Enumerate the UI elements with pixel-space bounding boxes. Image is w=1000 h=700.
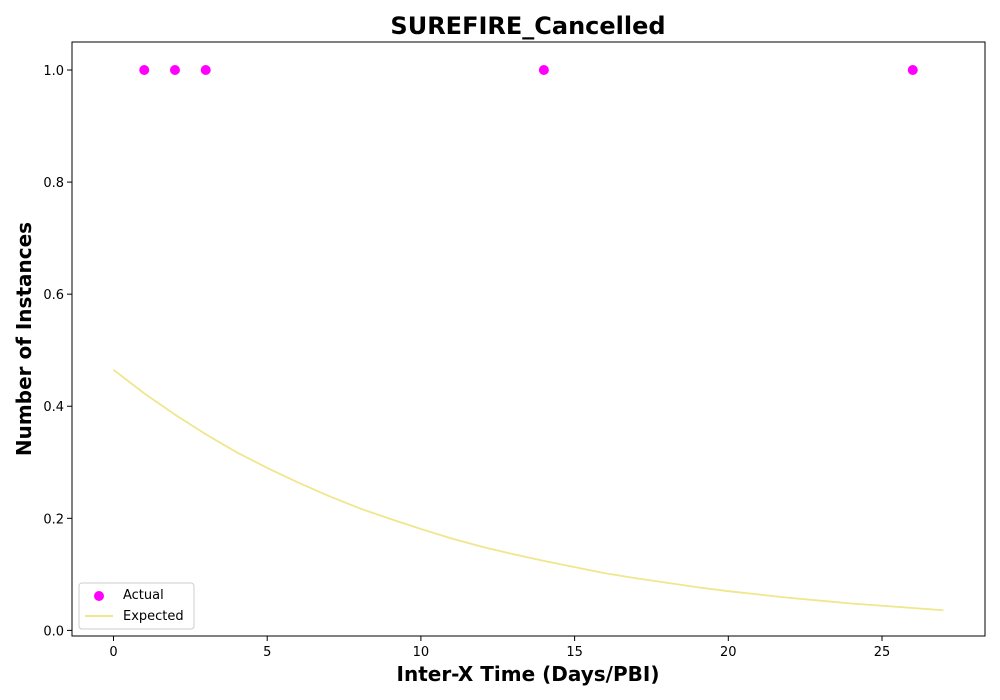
plot-frame [71,41,986,637]
legend: Actual Expected [78,582,195,630]
actual-point [538,65,549,76]
actual-point [200,65,211,76]
x-tick-label: 0 [109,645,117,660]
plot-area [112,65,944,612]
y-tick-label: 0.6 [43,288,64,303]
x-tick-label: 10 [413,645,430,660]
y-tick-label: 0.8 [43,176,64,191]
y-tick-label: 1.0 [43,64,64,79]
y-axis: 0.0 0.2 0.4 0.6 0.8 1.0 [43,64,72,639]
x-axis-label: Inter-X Time (Days/PBI) [397,662,660,686]
legend-expected-label: Expected [123,609,184,624]
x-tick-label: 20 [720,645,737,660]
chart-title: SUREFIRE_Cancelled [390,12,665,40]
y-tick-label: 0.2 [43,512,64,527]
y-tick-label: 0.0 [43,624,64,639]
legend-box [78,582,195,630]
x-tick-label: 15 [566,645,583,660]
x-tick-label: 25 [874,645,891,660]
actual-point [907,65,918,76]
x-axis: 0 5 10 15 20 25 [109,636,890,660]
expected-line [112,369,944,612]
legend-actual-label: Actual [123,588,164,603]
actual-point [139,65,150,76]
x-tick-label: 5 [263,645,271,660]
y-axis-label: Number of Instances [12,222,36,456]
y-tick-label: 0.4 [43,400,64,415]
actual-point [169,65,180,76]
legend-actual-marker [94,591,104,601]
